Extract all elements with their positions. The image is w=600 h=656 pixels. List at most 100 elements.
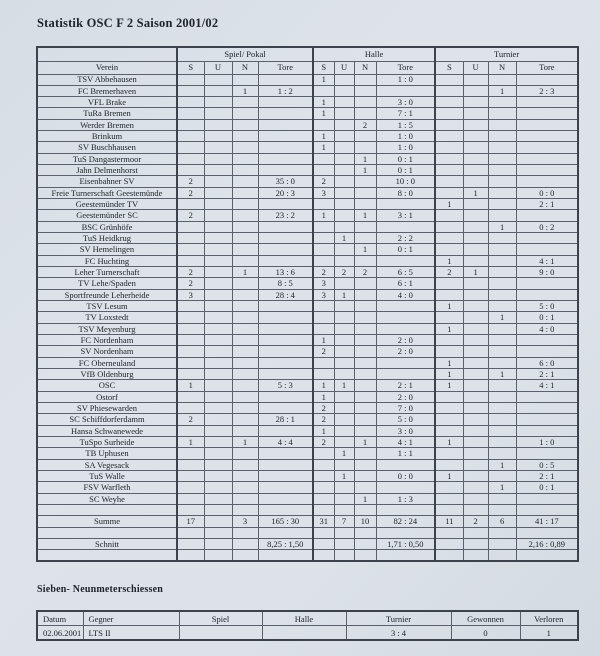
stat-cell <box>434 118 464 132</box>
stat-cell <box>515 141 579 154</box>
stat-cell: 1 : 0 <box>375 130 436 143</box>
stat-cell: 1 <box>434 254 464 268</box>
stat-cell: 2 <box>353 266 377 279</box>
stat-cell <box>203 118 233 132</box>
stat-cell: 1 <box>312 390 335 404</box>
stat-cell <box>176 300 205 313</box>
table-row: FC Nordenham 1 2 : 0 <box>36 334 579 347</box>
column-header-cell: N <box>487 60 517 75</box>
stat-cell <box>462 503 489 517</box>
stat-cell <box>515 96 579 109</box>
penalty-header-cell: Verloren <box>519 610 579 626</box>
verein-cell: SV Hemelingen <box>36 243 178 256</box>
stat-cell <box>333 198 355 211</box>
stat-cell: 2 <box>312 402 335 415</box>
page-title: Statistik OSC F 2 Saison 2001/02 <box>37 16 219 30</box>
stat-cell <box>434 277 464 290</box>
table-row: TSV Meyenburg 1 4 : 0 <box>36 322 579 336</box>
stat-cell: 4 : 0 <box>375 288 436 302</box>
stat-cell <box>176 152 205 166</box>
stat-cell <box>257 254 314 268</box>
column-header-cell: Verein <box>36 60 178 75</box>
stat-cell <box>176 503 205 517</box>
stat-cell <box>333 277 355 290</box>
stat-cell <box>333 96 355 109</box>
stat-cell <box>353 402 377 415</box>
stat-cell <box>462 537 489 551</box>
stat-cell <box>434 186 464 200</box>
stat-cell <box>231 73 259 86</box>
stat-cell <box>176 492 205 505</box>
stat-cell <box>231 141 259 154</box>
verein-cell: Eisenbahner SV <box>36 175 178 188</box>
verein-cell: SA Vegesack <box>36 458 178 471</box>
stat-cell: 3 <box>231 515 259 528</box>
stat-cell <box>353 458 377 471</box>
stat-cell <box>462 526 489 539</box>
stat-cell: 1 <box>487 311 517 324</box>
stat-cell <box>375 220 436 234</box>
stat-cell <box>257 481 314 494</box>
stat-cell <box>434 537 464 551</box>
table-row: VFL Brake 1 3 : 0 <box>36 96 579 109</box>
penalty-table-header: Datum Gegner Spiel Halle Turnier Gewonnen Verl… <box>36 610 579 626</box>
penalty-header-cell: Gegner <box>82 610 180 626</box>
spacer-row <box>36 549 579 562</box>
stat-cell <box>353 232 377 245</box>
verein-cell: SV Buschhausen <box>36 141 178 154</box>
group-header-row: Spiel/ Pokal Halle Turnier <box>36 46 579 62</box>
stat-cell: 1 <box>487 220 517 234</box>
stat-cell: 0 : 1 <box>375 164 436 177</box>
penalty-cell: 3 : 4 <box>345 625 452 641</box>
stat-cell <box>257 300 314 313</box>
stat-cell <box>257 220 314 234</box>
stat-cell <box>312 481 335 494</box>
stat-cell <box>257 198 314 211</box>
verein-cell: FC Nordenham <box>36 334 178 347</box>
stat-cell <box>515 492 579 505</box>
stat-cell <box>353 368 377 381</box>
stat-cell: 1 <box>333 379 355 392</box>
stat-cell <box>176 402 205 415</box>
stat-cell <box>257 311 314 324</box>
stat-cell <box>203 356 233 370</box>
stat-cell <box>434 130 464 143</box>
stat-cell <box>231 232 259 245</box>
stat-cell <box>312 503 335 517</box>
stat-cell: 1 <box>333 232 355 245</box>
stat-cell <box>434 447 464 460</box>
stat-cell: 9 : 0 <box>515 266 579 279</box>
stat-cell <box>176 232 205 245</box>
stat-cell <box>462 469 489 483</box>
stat-cell <box>434 152 464 166</box>
stat-cell <box>462 73 489 86</box>
stat-cell <box>203 311 233 324</box>
penalty-cell: LTS II <box>82 625 180 641</box>
stat-cell <box>203 368 233 381</box>
stat-cell <box>231 402 259 415</box>
stat-cell <box>312 243 335 256</box>
stat-cell <box>434 243 464 256</box>
stat-cell <box>333 164 355 177</box>
stat-cell: 1 <box>434 322 464 336</box>
stat-cell <box>434 141 464 154</box>
stat-cell <box>487 322 517 336</box>
stat-cell <box>375 198 436 211</box>
stat-cell <box>176 390 205 404</box>
stat-cell <box>231 390 259 404</box>
stat-cell <box>231 322 259 336</box>
stat-cell <box>375 503 436 517</box>
stat-cell <box>353 141 377 154</box>
stat-cell <box>203 84 233 98</box>
stat-cell: 2 <box>176 186 205 200</box>
stat-cell: 2 <box>312 435 335 449</box>
stat-cell <box>487 469 517 483</box>
stat-cell <box>353 526 377 539</box>
stat-cell: 1 <box>434 198 464 211</box>
stat-cell <box>462 424 489 438</box>
stat-cell <box>353 469 377 483</box>
stat-cell <box>257 402 314 415</box>
